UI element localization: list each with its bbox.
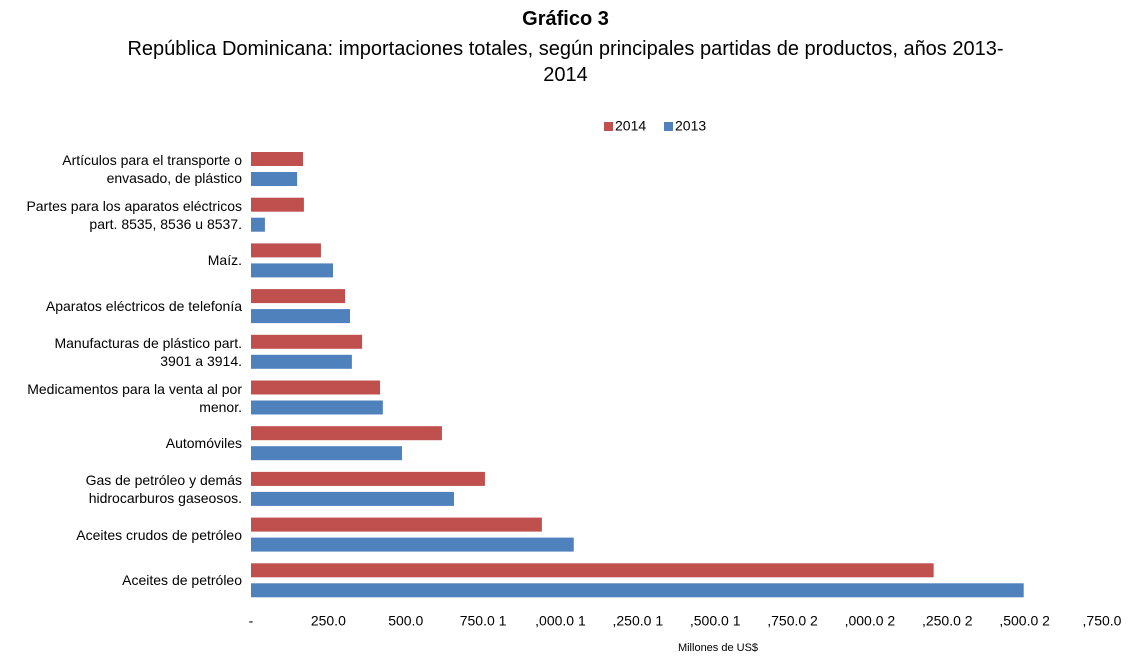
y-tick-label: Automóviles (165, 435, 242, 452)
x-tick-label: 750.0 1 (460, 613, 507, 629)
bar (251, 172, 298, 186)
x-tick-label: 250.0 (311, 613, 346, 629)
y-tick-label: Aceites crudos de petróleo (76, 526, 242, 543)
bar (251, 563, 934, 578)
y-tick-label: Maíz. (207, 252, 242, 269)
x-tick-label: ,750.0 2 (767, 613, 818, 629)
x-tick-label: - (249, 613, 254, 629)
bar (251, 426, 442, 441)
bar (251, 446, 403, 461)
x-tick-label: 500.0 (388, 613, 423, 629)
y-tick-label: Medicamentos para la venta al por menor. (27, 380, 242, 415)
bar (251, 354, 352, 369)
y-tick-label: Partes para los aparatos eléctricos part… (26, 197, 242, 232)
y-tick-label: Gas de petróleo y demás hidrocarburos ga… (85, 471, 242, 506)
y-tick-label: Aparatos eléctricos de telefonía (45, 298, 242, 315)
legend-label: 2013 (675, 118, 706, 134)
bar (251, 243, 321, 258)
x-tick-label: ,500.0 2 (999, 613, 1050, 629)
bar (251, 380, 381, 395)
legend-swatch (604, 122, 613, 131)
bar (251, 471, 485, 486)
x-tick-label: ,250.0 1 (613, 613, 664, 629)
bar (251, 583, 1024, 598)
bar (251, 197, 304, 212)
x-axis-label: Millones de US$ (678, 642, 758, 654)
chart-title: Gráfico 3 (522, 8, 609, 30)
bar (251, 491, 455, 506)
bar (251, 537, 574, 552)
legend-label: 2014 (615, 118, 646, 134)
bar (251, 334, 363, 349)
bar (251, 400, 383, 415)
x-tick-label: ,000.0 2 (845, 613, 896, 629)
y-tick-label: Aceites de petróleo (122, 572, 242, 589)
bar (251, 517, 542, 532)
bar (251, 217, 265, 232)
x-tick-label: ,750.0 (1083, 613, 1122, 629)
y-tick-label: Artículos para el transporte o envasado,… (62, 152, 242, 186)
bar (251, 309, 351, 324)
y-tick-label: Manufacturas de plástico part. 3901 a 39… (54, 334, 242, 369)
legend-swatch (664, 122, 673, 131)
x-tick-label: ,000.0 1 (535, 613, 586, 629)
bar (251, 152, 303, 166)
bar (251, 289, 346, 304)
chart-subtitle: República Dominicana: importaciones tota… (127, 38, 1004, 86)
x-tick-label: ,250.0 2 (922, 613, 973, 629)
x-tick-label: ,500.0 1 (690, 613, 741, 629)
bar (251, 263, 334, 278)
